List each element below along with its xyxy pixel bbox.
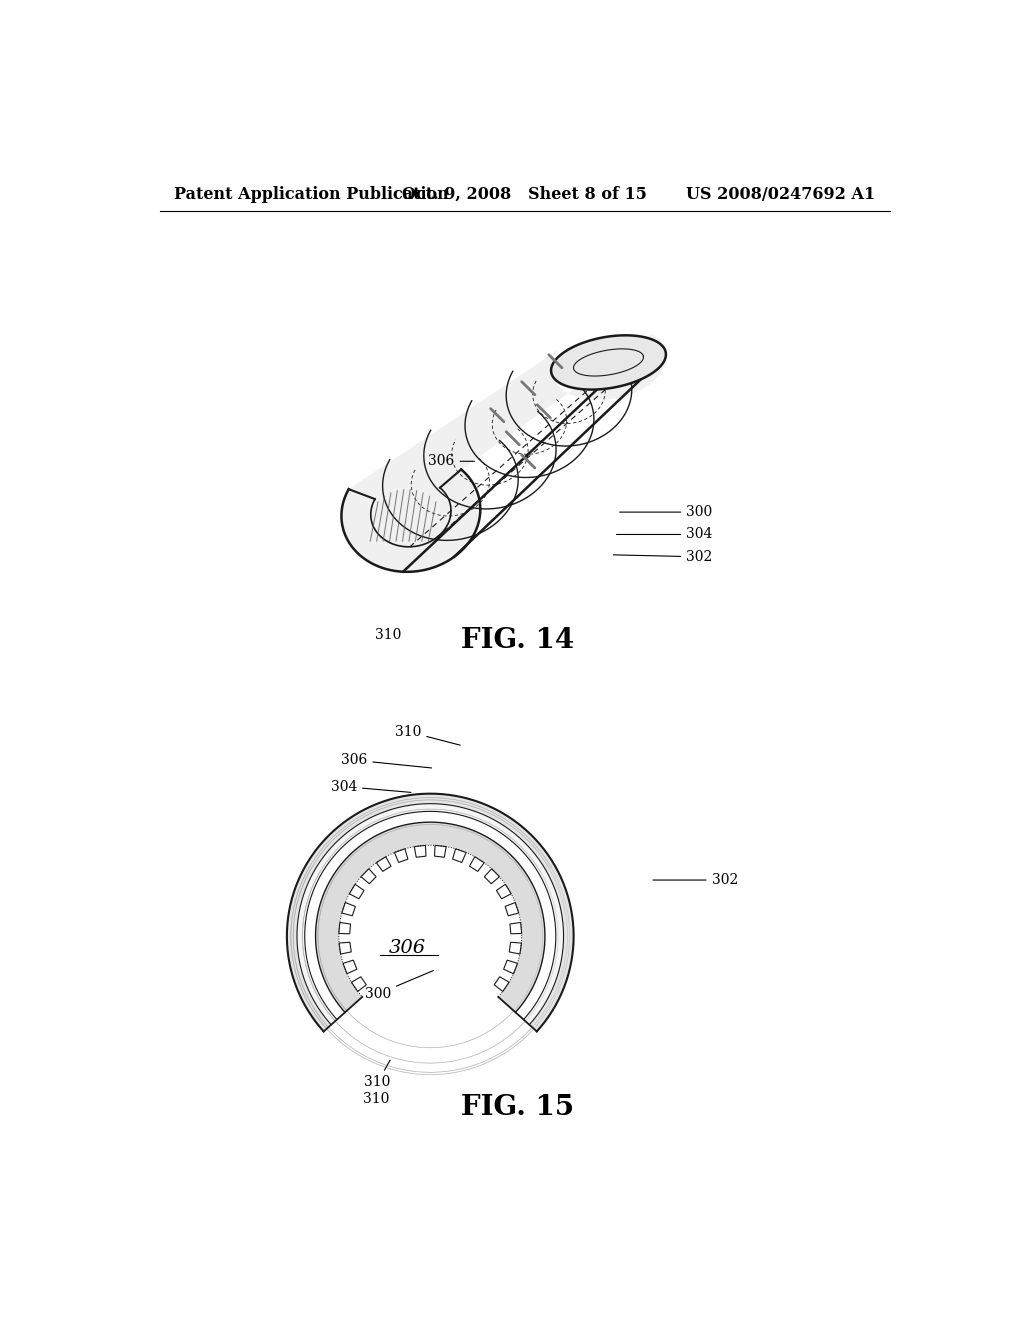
Text: US 2008/0247692 A1: US 2008/0247692 A1: [686, 186, 876, 203]
Text: 302: 302: [653, 873, 738, 887]
Polygon shape: [551, 335, 666, 389]
Text: 310: 310: [395, 725, 460, 746]
Text: Oct. 9, 2008   Sheet 8 of 15: Oct. 9, 2008 Sheet 8 of 15: [402, 186, 647, 203]
Text: 304: 304: [331, 780, 411, 793]
Polygon shape: [484, 869, 500, 884]
Text: 306: 306: [341, 754, 431, 768]
Text: 310: 310: [362, 1093, 389, 1106]
Text: 302: 302: [613, 550, 713, 564]
Polygon shape: [287, 793, 573, 1031]
Polygon shape: [510, 923, 521, 933]
Polygon shape: [343, 960, 357, 974]
Polygon shape: [509, 942, 521, 954]
Polygon shape: [341, 334, 666, 572]
Polygon shape: [339, 923, 350, 933]
Text: 300: 300: [620, 506, 713, 519]
Polygon shape: [469, 857, 484, 871]
Text: 304: 304: [616, 528, 713, 541]
Polygon shape: [434, 845, 446, 857]
Text: 306: 306: [388, 939, 426, 957]
Polygon shape: [377, 857, 391, 871]
Text: 306: 306: [428, 454, 474, 469]
Polygon shape: [339, 942, 351, 954]
Polygon shape: [453, 849, 466, 862]
Polygon shape: [342, 903, 355, 916]
Polygon shape: [505, 903, 519, 916]
Polygon shape: [415, 845, 426, 857]
Text: FIG. 15: FIG. 15: [461, 1094, 574, 1121]
Text: Patent Application Publication: Patent Application Publication: [174, 186, 450, 203]
Polygon shape: [361, 869, 376, 884]
Polygon shape: [351, 977, 367, 991]
Polygon shape: [504, 960, 517, 974]
Text: 310: 310: [375, 628, 401, 642]
Polygon shape: [297, 804, 563, 1024]
Polygon shape: [394, 849, 408, 862]
Text: 310: 310: [365, 1060, 391, 1089]
Polygon shape: [495, 977, 509, 991]
Text: FIG. 14: FIG. 14: [461, 627, 574, 653]
Polygon shape: [497, 884, 511, 899]
Polygon shape: [315, 822, 545, 1012]
Polygon shape: [349, 884, 365, 899]
Text: 300: 300: [365, 970, 433, 1001]
